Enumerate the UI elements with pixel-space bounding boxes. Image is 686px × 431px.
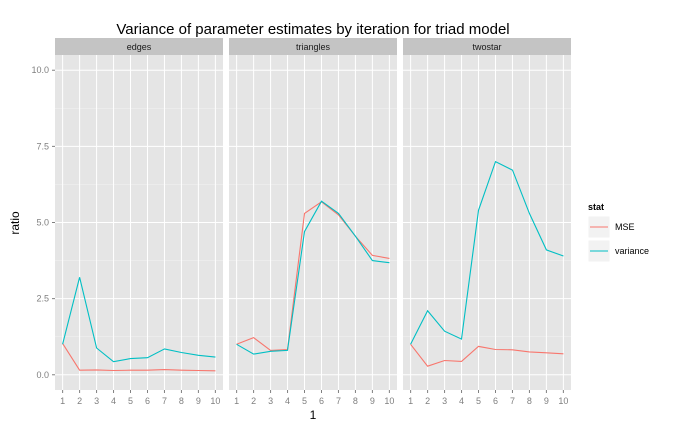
y-tick-label: 7.5 xyxy=(36,141,49,151)
series-line-variance xyxy=(410,160,564,345)
y-axis: 0.0 2.5 5.0 7.5 10.0 xyxy=(31,65,55,380)
x-tick-label: 2 xyxy=(251,396,256,406)
x-tick-label: 5 xyxy=(128,396,133,406)
facet-strip xyxy=(229,38,397,55)
legend-label: MSE xyxy=(615,222,635,232)
x-tick-label: 1 xyxy=(234,396,239,406)
chart-title: Variance of parameter estimates by itera… xyxy=(116,21,509,38)
x-axis-title: 1 xyxy=(310,408,317,422)
series-line-MSE xyxy=(236,201,390,351)
y-tick-label: 2.5 xyxy=(36,294,49,304)
series-line-MSE xyxy=(410,343,564,367)
x-tick-label: 10 xyxy=(384,396,394,406)
x-tick-label: 7 xyxy=(336,396,341,406)
x-tick-label: 6 xyxy=(319,396,324,406)
x-tick-label: 9 xyxy=(544,396,549,406)
x-tick-label: 2 xyxy=(425,396,430,406)
x-tick-label: 7 xyxy=(162,396,167,406)
facet-strip-label: edges xyxy=(127,42,152,52)
legend: stat MSE variance xyxy=(587,202,649,263)
x-tick-label: 9 xyxy=(370,396,375,406)
y-tick-label: 10.0 xyxy=(31,65,49,75)
x-tick-label: 5 xyxy=(302,396,307,406)
facet-strip xyxy=(55,38,223,55)
x-tick-label: 10 xyxy=(558,396,568,406)
legend-label: variance xyxy=(615,246,649,256)
x-tick-label: 3 xyxy=(442,396,447,406)
x-tick-label: 4 xyxy=(111,396,116,406)
x-tick-label: 6 xyxy=(145,396,150,406)
x-tick-label: 6 xyxy=(493,396,498,406)
legend-title: stat xyxy=(588,202,604,212)
facet-twostar: twostar 1 2 3 4 5 6 7 8 9 10 xyxy=(403,38,571,406)
series-line-variance xyxy=(62,277,216,363)
facet-strip-label: triangles xyxy=(296,42,331,52)
x-tick-label: 10 xyxy=(210,396,220,406)
x-tick-label: 7 xyxy=(510,396,515,406)
series-line-MSE xyxy=(62,343,216,372)
x-tick-label: 3 xyxy=(268,396,273,406)
facet-triangles: triangles 1 2 3 4 5 6 7 8 9 10 xyxy=(229,38,397,406)
facet-strip-label: twostar xyxy=(472,42,501,52)
y-axis-title: ratio xyxy=(8,211,22,235)
facet-edges: edges 1 2 3 4 5 6 7 8 9 10 xyxy=(55,38,223,406)
x-tick-label: 9 xyxy=(196,396,201,406)
x-tick-label: 8 xyxy=(527,396,532,406)
x-tick-label: 4 xyxy=(459,396,464,406)
x-tick-label: 3 xyxy=(94,396,99,406)
facet-strip xyxy=(403,38,571,55)
legend-key-variance xyxy=(587,239,611,263)
y-tick-label: 5.0 xyxy=(36,218,49,228)
x-tick-label: 1 xyxy=(60,396,65,406)
x-tick-label: 8 xyxy=(353,396,358,406)
y-tick-label: 0.0 xyxy=(36,370,49,380)
x-tick-label: 5 xyxy=(476,396,481,406)
legend-key-MSE xyxy=(587,215,611,239)
x-tick-label: 8 xyxy=(179,396,184,406)
x-tick-label: 1 xyxy=(408,396,413,406)
x-tick-label: 2 xyxy=(77,396,82,406)
x-tick-label: 4 xyxy=(285,396,290,406)
series-line-variance xyxy=(236,200,390,355)
